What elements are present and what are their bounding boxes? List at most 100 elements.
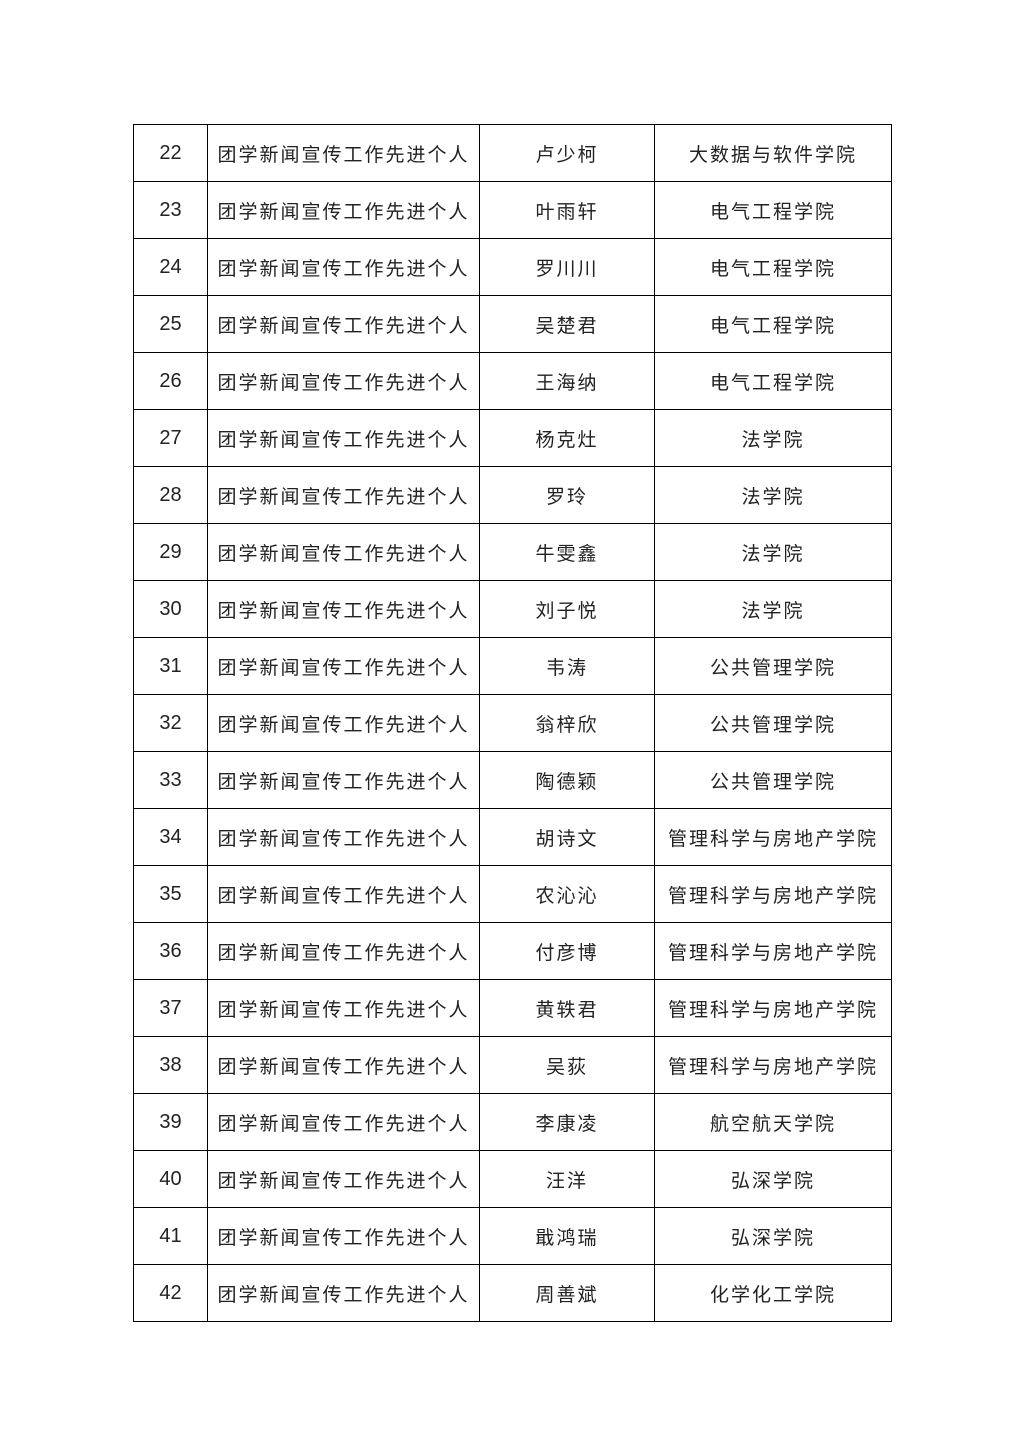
person-name: 叶雨轩	[479, 181, 655, 239]
award-table: 22 团学新闻宣传工作先进个人 卢少柯 大数据与软件学院 23 团学新闻宣传工作先进个人叶…	[133, 124, 892, 1322]
row-number: 33	[133, 751, 208, 809]
person-name: 刘子悦	[479, 580, 655, 638]
row-number: 36	[133, 922, 208, 980]
college: 弘深学院	[654, 1150, 892, 1208]
table-row: 30 团学新闻宣传工作先进个人 刘子悦 法学院	[133, 580, 892, 638]
award-name: 团学新闻宣传工作先进个人	[207, 238, 480, 296]
college: 电气工程学院	[654, 238, 892, 296]
table-row: 28 团学新闻宣传工作先进个人 罗玲 法学院	[133, 466, 892, 524]
table-row: 36 团学新闻宣传工作先进个人 付彦博 管理科学与房地产学院	[133, 922, 892, 980]
college: 法学院	[654, 523, 892, 581]
row-number: 32	[133, 694, 208, 752]
table-row: 33 团学新闻宣传工作先进个人 陶德颖 公共管理学院	[133, 751, 892, 809]
award-name: 团学新闻宣传工作先进个人	[207, 352, 480, 410]
table-row: 24 团学新闻宣传工作先进个人 罗川川 电气工程学院	[133, 238, 892, 296]
person-name: 陶德颖	[479, 751, 655, 809]
person-name: 翁梓欣	[479, 694, 655, 752]
table-row: 26 团学新闻宣传工作先进个人 王海纳 电气工程学院	[133, 352, 892, 410]
award-name: 团学新闻宣传工作先进个人	[207, 694, 480, 752]
row-number: 37	[133, 979, 208, 1037]
table-row: 32 团学新闻宣传工作先进个人 翁梓欣 公共管理学院	[133, 694, 892, 752]
person-name: 杨克灶	[479, 409, 655, 467]
row-number: 30	[133, 580, 208, 638]
award-name: 团学新闻宣传工作先进个人	[207, 1264, 480, 1322]
person-name: 付彦博	[479, 922, 655, 980]
row-number: 31	[133, 637, 208, 695]
person-name: 牛雯鑫	[479, 523, 655, 581]
row-number: 41	[133, 1207, 208, 1265]
person-name: 罗玲	[479, 466, 655, 524]
award-name: 团学新闻宣传工作先进个人	[207, 1150, 480, 1208]
person-name: 李康凌	[479, 1093, 655, 1151]
row-number: 24	[133, 238, 208, 296]
college: 大数据与软件学院	[654, 124, 892, 182]
award-name: 团学新闻宣传工作先进个人	[207, 751, 480, 809]
college: 管理科学与房地产学院	[654, 979, 892, 1037]
table-row: 22 团学新闻宣传工作先进个人 卢少柯 大数据与软件学院	[133, 124, 892, 182]
college: 公共管理学院	[654, 694, 892, 752]
award-name: 团学新闻宣传工作先进个人	[207, 409, 480, 467]
row-number: 28	[133, 466, 208, 524]
person-name: 胡诗文	[479, 808, 655, 866]
row-number: 34	[133, 808, 208, 866]
person-name: 吴楚君	[479, 295, 655, 353]
table-row: 40 团学新闻宣传工作先进个人 汪洋 弘深学院	[133, 1150, 892, 1208]
award-name: 团学新闻宣传工作先进个人	[207, 865, 480, 923]
college: 航空航天学院	[654, 1093, 892, 1151]
table-row: 42 团学新闻宣传工作先进个人 周善斌 化学化工学院	[133, 1264, 892, 1322]
college: 管理科学与房地产学院	[654, 808, 892, 866]
table-row: 37 团学新闻宣传工作先进个人 黄轶君 管理科学与房地产学院	[133, 979, 892, 1037]
college: 法学院	[654, 466, 892, 524]
college: 弘深学院	[654, 1207, 892, 1265]
award-name: 团学新闻宣传工作先进个人	[207, 1207, 480, 1265]
table-row: 38 团学新闻宣传工作先进个人 吴荻 管理科学与房地产学院	[133, 1036, 892, 1094]
award-name: 团学新闻宣传工作先进个人	[207, 637, 480, 695]
college: 化学化工学院	[654, 1264, 892, 1322]
row-number: 35	[133, 865, 208, 923]
college: 公共管理学院	[654, 751, 892, 809]
college: 电气工程学院	[654, 352, 892, 410]
table-body: 22 团学新闻宣传工作先进个人 卢少柯 大数据与软件学院 23 团学新闻宣传工作先进个人叶…	[133, 124, 892, 1322]
college: 电气工程学院	[654, 181, 892, 239]
award-name: 团学新闻宣传工作先进个人	[207, 466, 480, 524]
person-name: 韦涛	[479, 637, 655, 695]
award-name: 团学新闻宣传工作先进个人	[207, 124, 480, 182]
table-row: 35 团学新闻宣传工作先进个人 农沁沁 管理科学与房地产学院	[133, 865, 892, 923]
row-number: 39	[133, 1093, 208, 1151]
college: 法学院	[654, 409, 892, 467]
row-number: 26	[133, 352, 208, 410]
row-number: 38	[133, 1036, 208, 1094]
row-number: 40	[133, 1150, 208, 1208]
table-row: 41 团学新闻宣传工作先进个人 戢鸿瑞 弘深学院	[133, 1207, 892, 1265]
row-number: 23	[133, 181, 208, 239]
person-name: 汪洋	[479, 1150, 655, 1208]
college: 管理科学与房地产学院	[654, 1036, 892, 1094]
table-row: 39 团学新闻宣传工作先进个人 李康凌 航空航天学院	[133, 1093, 892, 1151]
award-name: 团学新闻宣传工作先进个人	[207, 979, 480, 1037]
college: 公共管理学院	[654, 637, 892, 695]
person-name: 周善斌	[479, 1264, 655, 1322]
award-name: 团学新闻宣传工作先进个人	[207, 922, 480, 980]
person-name: 农沁沁	[479, 865, 655, 923]
row-number: 42	[133, 1264, 208, 1322]
person-name: 卢少柯	[479, 124, 655, 182]
table-row: 31 团学新闻宣传工作先进个人 韦涛 公共管理学院	[133, 637, 892, 695]
person-name: 黄轶君	[479, 979, 655, 1037]
table-row: 23 团学新闻宣传工作先进个人 叶雨轩 电气工程学院	[133, 181, 892, 239]
table-row: 25 团学新闻宣传工作先进个人 吴楚君 电气工程学院	[133, 295, 892, 353]
table-row: 27 团学新闻宣传工作先进个人 杨克灶 法学院	[133, 409, 892, 467]
row-number: 27	[133, 409, 208, 467]
row-number: 22	[133, 124, 208, 182]
table-row: 29 团学新闻宣传工作先进个人 牛雯鑫 法学院	[133, 523, 892, 581]
row-number: 25	[133, 295, 208, 353]
award-name: 团学新闻宣传工作先进个人	[207, 295, 480, 353]
college: 管理科学与房地产学院	[654, 922, 892, 980]
person-name: 吴荻	[479, 1036, 655, 1094]
award-name: 团学新闻宣传工作先进个人	[207, 523, 480, 581]
row-number: 29	[133, 523, 208, 581]
award-name: 团学新闻宣传工作先进个人	[207, 1036, 480, 1094]
college: 电气工程学院	[654, 295, 892, 353]
award-name: 团学新闻宣传工作先进个人	[207, 1093, 480, 1151]
person-name: 罗川川	[479, 238, 655, 296]
